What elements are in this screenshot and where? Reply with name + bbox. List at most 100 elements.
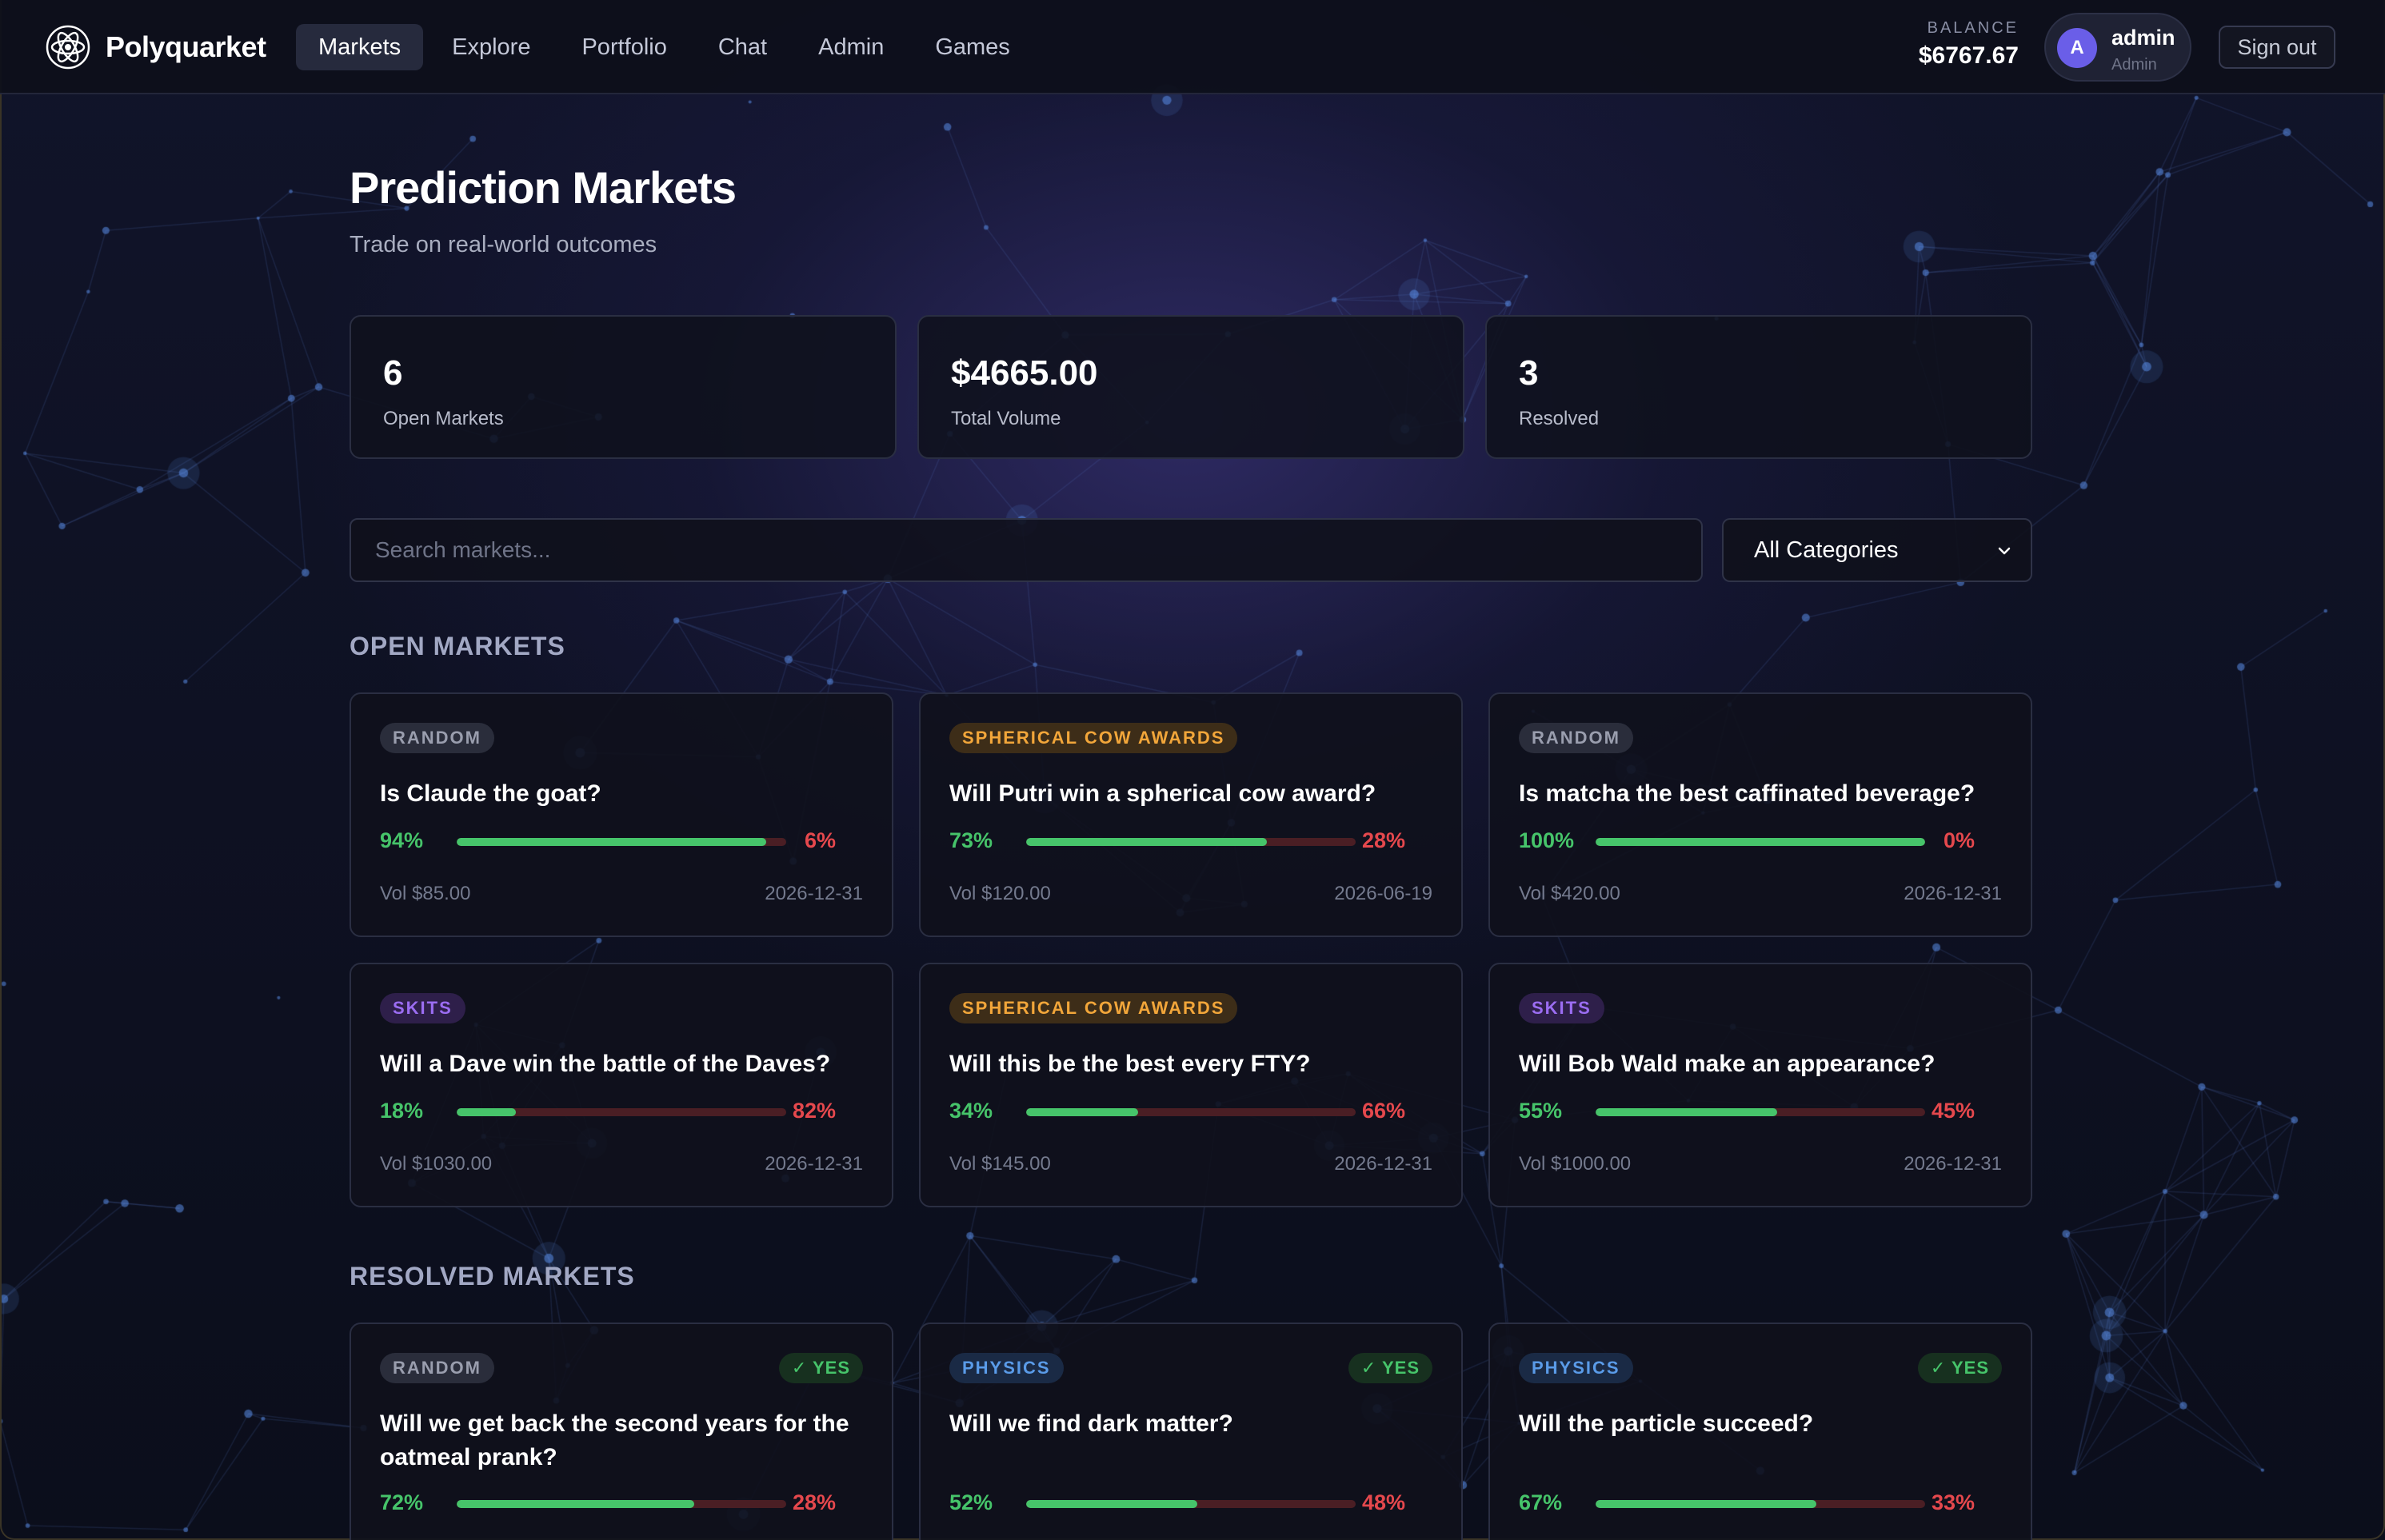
avatar: A <box>2057 28 2097 68</box>
stat-resolved: 3 Resolved <box>1485 315 2032 459</box>
yes-percent: 94% <box>380 828 424 852</box>
market-end-date: 2026-12-31 <box>1904 883 2002 904</box>
outcome-badge: ✓ YES <box>1917 1353 2002 1383</box>
market-end-date: 2026-12-31 <box>1334 1153 1432 1175</box>
resolved-markets-heading: RESOLVED MARKETS <box>350 1262 635 1291</box>
no-percent: 82% <box>792 1099 836 1123</box>
no-percent: 48% <box>1361 1490 1405 1514</box>
atom-logo-icon <box>46 25 90 70</box>
no-percent: 6% <box>804 828 836 852</box>
nav-games[interactable]: Games <box>935 34 1010 60</box>
outcome-badge: ✓ YES <box>1348 1353 1432 1383</box>
market-question: Is Claude the goat? <box>380 780 601 807</box>
category-tag: RANDOM <box>380 723 494 753</box>
user-name: admin <box>2111 26 2175 50</box>
stat-value: 3 <box>1519 353 1539 393</box>
no-percent: 33% <box>1931 1490 1975 1514</box>
yes-percent: 100% <box>1519 828 1575 852</box>
market-end-date: 2026-12-31 <box>1904 1153 2002 1175</box>
balance: BALANCE $6767.67 <box>1919 19 2019 70</box>
balance-value: $6767.67 <box>1918 42 2019 69</box>
no-percent: 28% <box>1361 828 1405 852</box>
probability-bar-fill <box>1026 1108 1139 1116</box>
market-volume: Vol $1030.00 <box>380 1153 493 1175</box>
outcome-badge: ✓ YES <box>778 1353 863 1383</box>
market-end-date: 2026-06-19 <box>1334 883 1432 904</box>
balance-label: BALANCE <box>1927 19 2019 37</box>
yes-percent: 18% <box>380 1099 424 1123</box>
user-menu[interactable]: A admin Admin <box>2044 13 2191 82</box>
resolved-market-card[interactable]: PHYSICS ✓ YES Will the particle succeed?… <box>1488 1323 2032 1540</box>
category-tag: PHYSICS <box>949 1353 1064 1383</box>
stat-open-markets: 6 Open Markets <box>350 315 897 459</box>
market-card[interactable]: SPHERICAL COW AWARDS Will Putri win a sp… <box>919 692 1463 937</box>
stat-label: Open Markets <box>383 408 504 429</box>
brand[interactable]: Polyquarket <box>45 22 266 72</box>
resolved-market-card[interactable]: PHYSICS ✓ YES Will we find dark matter? … <box>919 1323 1463 1540</box>
nav-explore[interactable]: Explore <box>452 34 531 60</box>
market-card[interactable]: RANDOM Is matcha the best caffinated bev… <box>1488 692 2032 937</box>
no-percent: 66% <box>1361 1099 1405 1123</box>
open-markets-heading: OPEN MARKETS <box>350 632 565 660</box>
probability-bar <box>1596 838 1925 846</box>
market-end-date: 2026-12-31 <box>765 883 863 904</box>
market-question: Will Bob Wald make an appearance? <box>1519 1051 1936 1077</box>
market-volume: Vol $120.00 <box>949 883 1051 904</box>
probability-bar-fill <box>457 838 767 846</box>
yes-percent: 55% <box>1519 1099 1563 1123</box>
market-card[interactable]: RANDOM Is Claude the goat? 94% 6% Vol $8… <box>350 692 893 937</box>
stat-label: Resolved <box>1519 408 1600 429</box>
brand-name: Polyquarket <box>106 30 266 63</box>
probability-bar-fill <box>1026 838 1267 846</box>
page-subtitle: Trade on real-world outcomes <box>350 232 657 257</box>
market-volume: Vol $145.00 <box>949 1153 1051 1175</box>
market-volume: Vol $85.00 <box>380 883 471 904</box>
probability-bar-fill <box>1596 1500 1817 1508</box>
category-tag: PHYSICS <box>1519 1353 1633 1383</box>
resolved-market-card[interactable]: RANDOM ✓ YES Will we get back the second… <box>350 1323 893 1540</box>
yes-percent: 67% <box>1519 1490 1563 1514</box>
category-tag: SPHERICAL COW AWARDS <box>949 723 1238 753</box>
probability-bar <box>1026 1108 1356 1116</box>
page-title: Prediction Markets <box>350 162 737 213</box>
yes-percent: 52% <box>949 1490 993 1514</box>
category-select[interactable]: All Categories <box>1722 518 2032 582</box>
market-volume: Vol $1000.00 <box>1519 1153 1632 1175</box>
probability-bar <box>457 1500 786 1508</box>
stat-label: Total Volume <box>951 408 1061 429</box>
probability-bar-fill <box>1596 838 1925 846</box>
probability-bar-fill <box>1596 1108 1777 1116</box>
nav-portfolio[interactable]: Portfolio <box>581 34 667 60</box>
market-question: Will Putri win a spherical cow award? <box>949 780 1376 807</box>
no-percent: 28% <box>792 1490 836 1514</box>
market-question: Will a Dave win the battle of the Daves? <box>380 1051 831 1077</box>
chevron-down-icon <box>1998 547 2011 555</box>
market-card[interactable]: SKITS Will Bob Wald make an appearance? … <box>1488 963 2032 1207</box>
yes-percent: 34% <box>949 1099 993 1123</box>
category-tag: RANDOM <box>380 1353 494 1383</box>
category-tag: SKITS <box>1519 993 1604 1023</box>
category-tag: SKITS <box>380 993 465 1023</box>
nav-links: Markets Explore Portfolio Chat Admin Gam… <box>296 24 1039 70</box>
probability-bar <box>1596 1108 1925 1116</box>
market-question: Will the particle succeed? <box>1519 1410 1814 1437</box>
probability-bar <box>457 1108 786 1116</box>
probability-bar <box>1026 838 1356 846</box>
probability-bar <box>457 838 786 846</box>
market-question: Will we find dark matter? <box>949 1410 1233 1437</box>
yes-percent: 73% <box>949 828 993 852</box>
sign-out-button[interactable]: Sign out <box>2219 26 2335 69</box>
stat-value: 6 <box>383 353 403 393</box>
probability-bar-fill <box>457 1500 694 1508</box>
market-card[interactable]: SPHERICAL COW AWARDS Will this be the be… <box>919 963 1463 1207</box>
market-question: Will this be the best every FTY? <box>949 1051 1311 1077</box>
nav-markets[interactable]: Markets <box>296 24 424 70</box>
market-question: Will we get back the second years for th… <box>380 1410 849 1470</box>
market-volume: Vol $420.00 <box>1519 883 1620 904</box>
nav-admin[interactable]: Admin <box>818 34 885 60</box>
search-input[interactable] <box>350 518 1703 582</box>
top-navbar: Polyquarket Markets Explore Portfolio Ch… <box>0 0 2385 94</box>
market-card[interactable]: SKITS Will a Dave win the battle of the … <box>350 963 893 1207</box>
nav-chat[interactable]: Chat <box>717 34 768 60</box>
stat-total-volume: $4665.00 Total Volume <box>917 315 1464 459</box>
